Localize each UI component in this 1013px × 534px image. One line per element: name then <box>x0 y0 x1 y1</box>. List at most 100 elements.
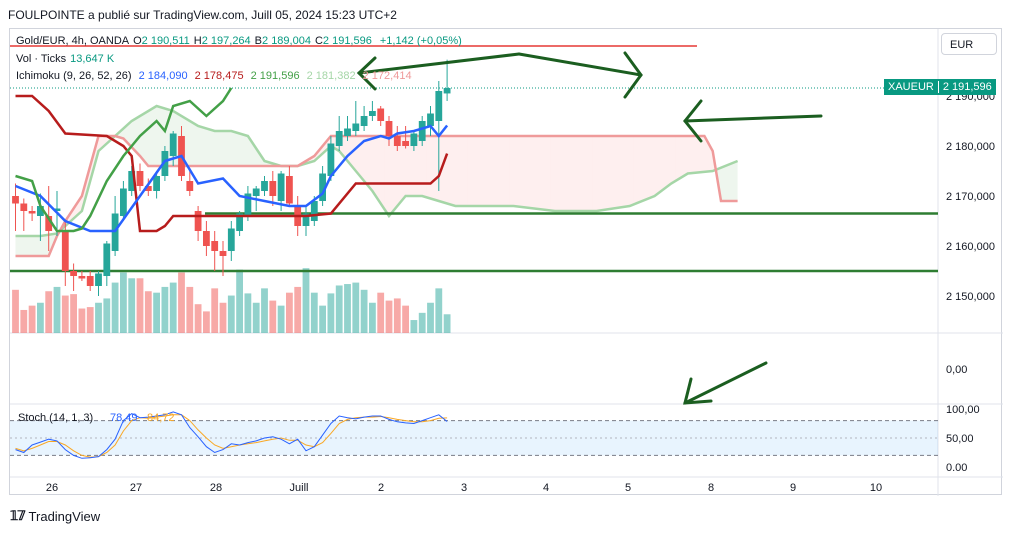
kumo-cloud-slice <box>496 136 502 206</box>
ichimoku-kijun <box>15 94 449 233</box>
candle-body <box>103 243 111 276</box>
volume-bar <box>111 282 119 333</box>
footer-brand[interactable]: 𝟙𝟟 TradingView <box>10 508 100 524</box>
kumo-cloud-slice <box>658 136 663 193</box>
candle-body <box>95 273 102 286</box>
legend-ohlc-key: O <box>133 35 142 47</box>
legend-volume-label: Vol · Ticks <box>16 53 67 65</box>
kumo-cloud-slice <box>467 136 472 206</box>
kumo-cloud-slice <box>206 128 211 166</box>
candle-body <box>53 208 61 211</box>
ichimoku-span-b <box>15 134 738 258</box>
volume-bar <box>261 288 268 333</box>
kumo-cloud-slice <box>189 121 194 166</box>
legend-change: +1,142 (+0,05%) <box>379 35 462 47</box>
volume-bar <box>161 286 169 333</box>
candle-body <box>418 121 426 141</box>
legend-ichimoku-kijun: 2 178,475 <box>194 70 244 82</box>
kumo-cloud-slice <box>633 136 638 205</box>
kumo-cloud-slice <box>550 136 555 211</box>
volume-bar <box>286 292 293 333</box>
annotation-arrow <box>357 52 521 75</box>
candle-body <box>161 151 169 176</box>
volume-bar <box>86 307 94 333</box>
kumo-cloud-slice <box>691 136 697 174</box>
volume-bar <box>236 269 243 333</box>
kumo-cloud-slice <box>36 236 41 256</box>
stoch-band-fill <box>10 420 938 456</box>
kumo-cloud-slice <box>546 136 551 211</box>
candle-body <box>203 231 210 246</box>
time-axis-label: 9 <box>790 482 796 494</box>
volume-bar <box>427 302 434 333</box>
kumo-cloud-slice <box>687 136 692 174</box>
kumo-cloud-slice <box>492 136 497 206</box>
kumo-cloud-slice <box>15 236 20 256</box>
kumo-cloud-slice <box>638 136 643 203</box>
kumo-cloud-slice <box>733 161 738 201</box>
legend-volume-row: Vol · Ticks 13,647 K <box>16 53 118 65</box>
volume-bar <box>410 320 418 333</box>
kumo-cloud-slice <box>592 136 597 211</box>
kumo-cloud-slice <box>629 136 634 206</box>
annotation-arrowhead <box>356 56 377 91</box>
stoch-legend-label: Stoch (14, 1, 3) <box>18 412 93 424</box>
volume-bar <box>20 309 28 333</box>
kumo-cloud-slice <box>567 136 572 211</box>
stoch-k-line <box>15 411 448 459</box>
current-price-badge: XAUEUR 2 191,596 <box>884 79 996 95</box>
volume-bar <box>269 300 277 333</box>
candle-body <box>443 88 451 94</box>
kumo-cloud-slice <box>725 164 730 201</box>
volume-bar <box>95 302 102 333</box>
kumo-cloud-slice <box>156 106 161 166</box>
stoch-d-line <box>15 414 448 458</box>
kumo-cloud-slice <box>513 136 518 207</box>
volume-bar <box>70 294 77 333</box>
kumo-cloud-slice <box>418 136 423 196</box>
candle-body <box>86 276 94 286</box>
kumo-cloud-slice <box>654 136 659 196</box>
kumo-cloud-slice <box>721 166 726 201</box>
volume-bar <box>352 282 360 333</box>
kumo-cloud-slice <box>480 136 485 206</box>
kumo-cloud-slice <box>135 116 140 156</box>
kumo-cloud-slice <box>405 136 410 196</box>
kumo-cloud-slice <box>442 136 448 204</box>
kumo-cloud-slice <box>447 136 452 205</box>
candle-body <box>369 111 376 116</box>
volume-bar <box>186 286 194 333</box>
kumo-cloud-slice <box>521 136 526 208</box>
legend-symbol-row: Gold/EUR, 4h, OANDA O2 190,511 H2 197,264 B… <box>16 35 466 47</box>
kumo-cloud-slice <box>584 136 589 211</box>
kumo-cloud-slice <box>563 136 568 211</box>
kumo-cloud-slice <box>430 136 435 200</box>
kumo-cloud-slice <box>343 136 348 161</box>
kumo-cloud-slice <box>675 136 680 181</box>
legend-ichimoku-spanb: 2 172,414 <box>362 70 412 82</box>
kumo-cloud-slice <box>534 136 539 209</box>
volume-bar <box>319 305 326 333</box>
price-chart[interactable]: 2 150,000 2 160,000 2 170,000 2 180,000 2 19… <box>10 29 1003 496</box>
kumo-cloud-slice <box>588 136 593 211</box>
legend-ichimoku-spana: 2 181,382 <box>306 70 356 82</box>
kumo-cloud-slice <box>538 136 543 210</box>
candle-body <box>78 276 86 279</box>
volume-bar <box>227 295 235 333</box>
kumo-cloud-slice <box>32 236 37 256</box>
kumo-cloud-slice <box>530 136 535 209</box>
kumo-cloud-slice <box>409 136 414 196</box>
kumo-cloud-slice <box>704 136 709 172</box>
candle-body <box>211 241 219 251</box>
price-tick-label: 2 170,000 <box>946 191 995 203</box>
candle-body <box>144 186 152 191</box>
kumo-cloud-slice <box>144 111 149 166</box>
volume-bar <box>136 278 144 333</box>
volume-bar <box>335 285 343 333</box>
currency-selector[interactable]: EUR <box>941 33 997 55</box>
middle-panel-tick: 0,00 <box>946 364 967 376</box>
kumo-cloud-slice <box>434 136 439 201</box>
stoch-legend-k: 78,49 <box>110 412 138 424</box>
candle-body <box>352 123 360 131</box>
candle-body <box>310 201 318 221</box>
